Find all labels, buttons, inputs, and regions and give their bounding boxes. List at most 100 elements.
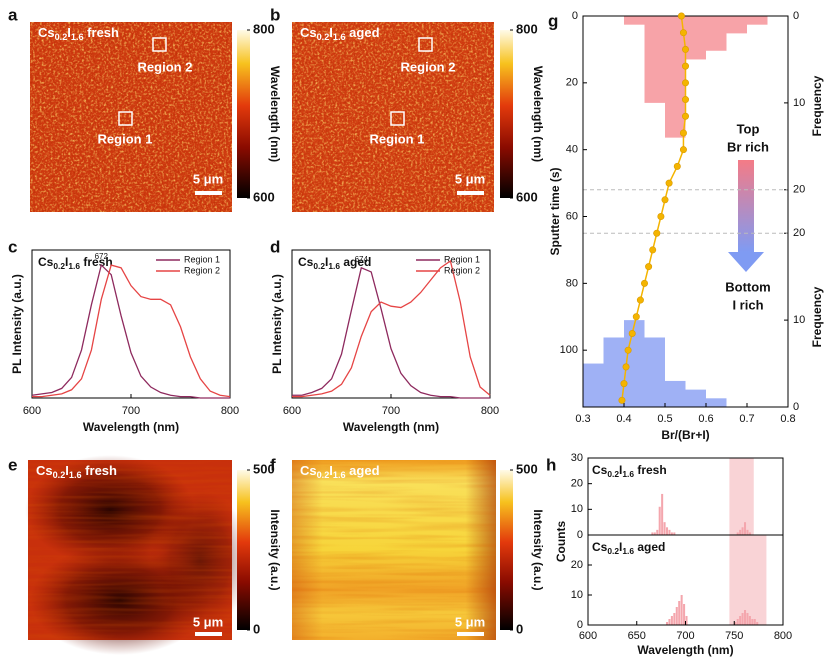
region-box	[152, 37, 167, 52]
y2-tick-label: 10	[793, 314, 805, 326]
y2-tick-label: 20	[793, 227, 805, 239]
label-part: I	[329, 463, 333, 478]
subscript: 0.2	[317, 470, 330, 480]
series-line	[292, 266, 490, 399]
x-tick-label: 0.8	[780, 413, 795, 425]
styled-label: Cs0.2I1.6 fresh	[592, 463, 667, 479]
histogram-bar	[753, 619, 756, 625]
histogram-bar	[666, 622, 669, 625]
histogram-bar	[583, 363, 604, 407]
subscript: 0.2	[53, 261, 65, 271]
y-axis-label: Counts	[554, 521, 568, 563]
legend-label: Region 2	[444, 265, 480, 275]
styled-label: Cs0.2I1.6 fresh	[38, 255, 113, 271]
histogram-bar	[668, 619, 671, 625]
profile-point	[620, 380, 628, 388]
histogram-bar	[685, 616, 688, 625]
y2-tick-label: 0	[793, 10, 799, 22]
series-line	[31, 263, 230, 399]
label-part: aged	[346, 463, 380, 478]
label-part: Cs	[592, 540, 608, 554]
panel-letter: h	[546, 455, 556, 474]
panel-letter: d	[270, 237, 280, 256]
styled-label: Cs0.2I1.6 aged	[300, 463, 380, 480]
legend-label: Region 1	[184, 254, 220, 264]
histogram-bar	[726, 16, 747, 34]
histogram-bar	[748, 532, 751, 535]
label-part: Cs	[300, 25, 317, 40]
x-tick-label: 0.5	[657, 413, 672, 425]
subscript: 0.2	[313, 261, 325, 271]
peak-label: 672	[95, 252, 109, 261]
histogram-bar	[734, 622, 737, 625]
label-part: aged	[340, 255, 371, 269]
styled-label: Cs0.2I1.6 aged	[298, 255, 371, 271]
label-part: Cs	[298, 255, 314, 269]
histogram-bar	[666, 527, 669, 535]
histogram-bar	[706, 16, 727, 51]
histogram-bar	[673, 532, 676, 535]
gradient-arrowhead	[728, 252, 764, 272]
histogram-bar	[744, 610, 747, 625]
subscript: 0.2	[607, 469, 619, 479]
annotation: Br rich	[727, 139, 769, 154]
y-tick-label: 20	[571, 478, 583, 490]
y-tick-label: 0	[577, 529, 583, 541]
profile-point	[681, 112, 689, 120]
legend-label: Region 2	[184, 265, 220, 275]
histogram-bar	[658, 506, 661, 535]
scale-bar-label: 5 μm	[193, 171, 223, 186]
label-part: fresh	[80, 255, 113, 269]
profile-point	[645, 263, 653, 271]
histogram-bar	[603, 337, 624, 407]
profile-point	[681, 96, 689, 104]
y-axis-label: PL Intensity (a.u.)	[10, 274, 24, 374]
label-part: I	[619, 463, 622, 477]
label-part: I	[67, 25, 71, 40]
histogram-bar	[624, 16, 645, 25]
panel-letter: b	[270, 5, 280, 24]
panel-letter: a	[8, 5, 18, 24]
heatmap-texture	[28, 460, 232, 640]
y-tick-label: 100	[560, 344, 578, 356]
histogram-bar	[685, 16, 706, 60]
subscript: 0.2	[53, 470, 66, 480]
histogram-bar	[665, 16, 686, 138]
profile-point	[681, 62, 689, 70]
label-part: Cs	[38, 25, 55, 40]
x-axis-label: Wavelength (nm)	[343, 420, 439, 434]
x-tick-label: 0.4	[616, 413, 631, 425]
label-part: fresh	[82, 463, 117, 478]
colorbar-label: Wavelength (nm)	[531, 66, 545, 162]
histogram-bar	[644, 337, 665, 407]
region-label: Region 1	[98, 131, 153, 146]
x-tick-label: 0.6	[698, 413, 713, 425]
profile-point	[677, 12, 685, 20]
histogram-bar	[751, 619, 754, 625]
colorbar-tick-label: 800	[253, 21, 275, 36]
colorbar-tick-label: 500	[516, 461, 538, 476]
histogram-bar	[748, 616, 751, 625]
x-tick-label: 0.3	[575, 413, 590, 425]
heatmap-texture	[292, 22, 494, 212]
label-part: fresh	[84, 25, 119, 40]
profile-point	[628, 329, 636, 337]
x-axis-label: Wavelength (nm)	[83, 420, 179, 434]
series-line	[292, 259, 491, 398]
x-tick-label: 700	[382, 405, 400, 417]
gradient-arrow	[738, 160, 754, 252]
scale-bar-label: 5 μm	[455, 171, 485, 186]
subscript: 0.2	[607, 546, 619, 556]
y-axis-label: Sputter time (s)	[548, 167, 562, 255]
label-part: Cs	[36, 463, 53, 478]
histogram-bar	[746, 529, 749, 535]
colorbar-label: Intensity (a.u.)	[268, 509, 282, 590]
scale-bar-label: 5 μm	[193, 614, 223, 629]
styled-label: Cs0.2I1.6 aged	[300, 25, 380, 42]
x-tick-label: 800	[774, 630, 792, 642]
x-tick-label: 600	[579, 630, 597, 642]
subscript: 1.6	[622, 546, 634, 556]
colorbar	[237, 470, 250, 630]
histogram-bar	[665, 380, 686, 407]
profile-point	[681, 79, 689, 87]
